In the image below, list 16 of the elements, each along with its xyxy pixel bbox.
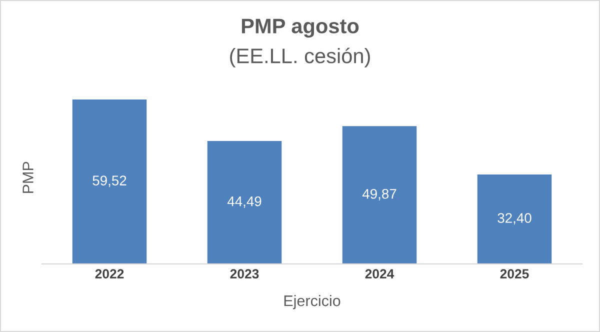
bar (207, 141, 282, 264)
x-axis-title: Ejercicio (284, 294, 340, 310)
data-label: 44,49 (227, 196, 262, 208)
bar (477, 174, 552, 264)
x-tick-label: 2022 (95, 269, 124, 278)
chart-subtitle: (EE.LL. cesión) (230, 48, 370, 68)
chart-title: PMP agosto (242, 18, 359, 38)
data-label: 32,40 (498, 213, 532, 225)
bar (72, 100, 147, 264)
bar (342, 126, 417, 264)
x-tick-label: 2023 (230, 269, 259, 279)
y-axis-title: PMP (22, 162, 34, 193)
x-tick-label: 2025 (500, 269, 529, 278)
data-label: 49,87 (362, 188, 396, 200)
data-label: 59,52 (92, 176, 126, 188)
x-tick-label: 2024 (365, 269, 394, 278)
